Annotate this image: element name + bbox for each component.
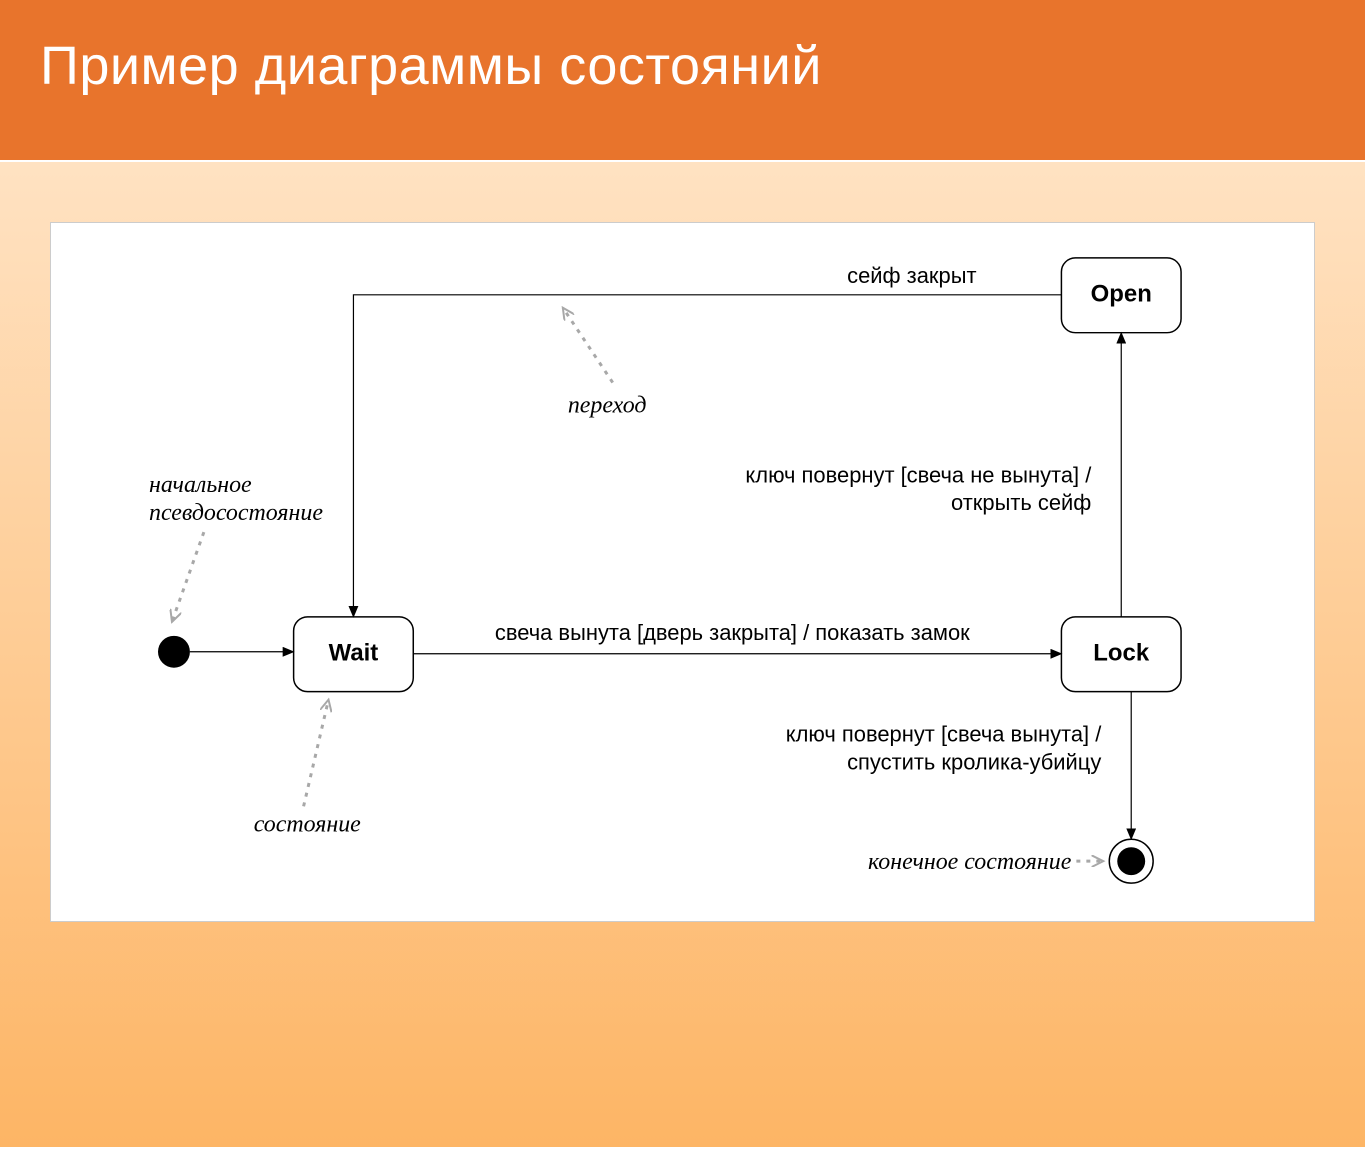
state-label-wait: Wait — [329, 640, 379, 667]
state-lock: Lock — [1061, 617, 1181, 692]
state-label-open: Open — [1091, 281, 1152, 308]
anno-state-pointer — [304, 700, 329, 807]
state-wait: Wait — [294, 617, 414, 692]
transition-label-wait-lock: свеча вынута [дверь закрыта] / показать … — [495, 620, 970, 645]
diagram-panel: Wait Lock Open свеча вынута [дверь закрыта]… — [50, 222, 1315, 922]
anno-initial-label: начальноепсевдосостояние — [149, 472, 323, 526]
transition-open-wait — [353, 295, 1061, 617]
state-label-lock: Lock — [1093, 640, 1150, 667]
transition-label-open-wait: сейф закрыт — [847, 263, 976, 288]
anno-transition-pointer — [563, 308, 613, 383]
anno-state-label: состояние — [254, 811, 361, 837]
slide-title: Пример диаграммы состояний — [40, 35, 1325, 97]
anno-final-label: конечное состояние — [868, 849, 1072, 875]
slide-body: Wait Lock Open свеча вынута [дверь закрыта]… — [0, 162, 1365, 1147]
transition-label-lock-final: ключ повернут [свеча вынута] /спустить к… — [786, 722, 1102, 775]
state-diagram: Wait Lock Open свеча вынута [дверь закрыта]… — [51, 223, 1314, 921]
initial-pseudostate — [158, 636, 190, 668]
anno-initial-pointer — [172, 532, 204, 622]
state-open: Open — [1061, 258, 1181, 333]
final-state-dot — [1117, 847, 1145, 875]
anno-transition-label: переход — [568, 392, 647, 418]
title-bar: Пример диаграммы состояний — [0, 0, 1365, 160]
transition-label-lock-open: ключ повернут [свеча не вынута] /открыть… — [745, 462, 1092, 515]
slide: Пример диаграммы состояний Wait Lock Open с… — [0, 0, 1365, 1149]
